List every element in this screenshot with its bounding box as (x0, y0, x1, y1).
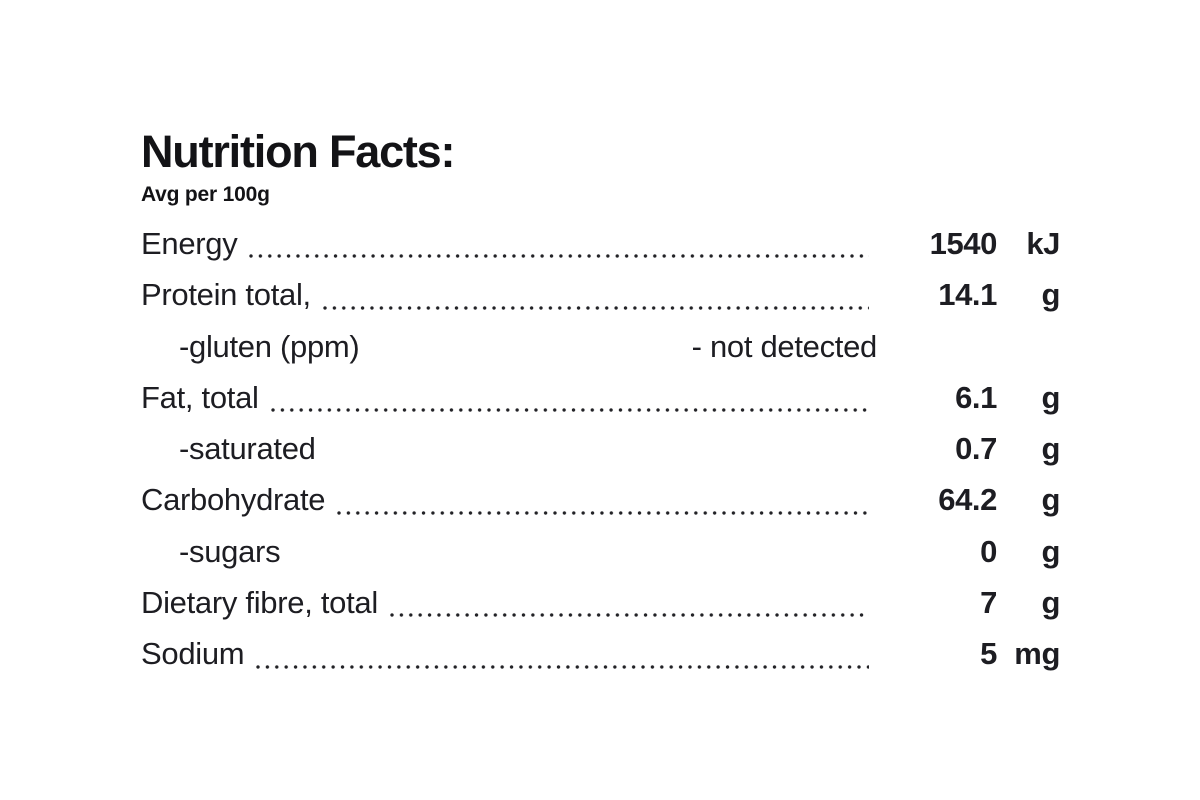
dot-leader (311, 269, 877, 320)
nutrient-label: Fat, total (141, 379, 259, 415)
nutrient-unit (997, 321, 1060, 372)
nutrient-value: 64.2 (938, 482, 997, 518)
nutrient-value: 6.1 (955, 379, 997, 415)
nutrient-value: 0 (980, 533, 997, 569)
nutrient-unit: g (1041, 585, 1060, 621)
nutrient-unit: g (1041, 431, 1060, 467)
table-row: Energy 1540 kJ (141, 218, 1060, 269)
serving-info: Avg per 100g (141, 183, 270, 206)
nutrient-unit: g (1041, 533, 1060, 569)
dot-leader (244, 628, 877, 679)
dot-leader (237, 218, 877, 269)
nutrient-value: 7 (980, 585, 997, 621)
nutrient-note: - not detected (691, 328, 878, 364)
nutrient-value: 5 (980, 636, 997, 672)
dot-leader (378, 577, 877, 628)
nutrient-value: 0.7 (955, 431, 997, 467)
nutrient-label: Dietary fibre, total (141, 585, 378, 621)
dot-leader (325, 474, 877, 525)
table-row: -sugars 0 g (141, 526, 1060, 577)
nutrient-unit: g (1041, 379, 1060, 415)
nutrition-table: Energy 1540 kJ Protein total, 14.1 g -gl… (141, 218, 1060, 680)
table-row: -saturated 0.7 g (141, 423, 1060, 474)
nutrient-label: -gluten (ppm) (179, 328, 360, 364)
table-row: Fat, total 6.1 g (141, 372, 1060, 423)
table-row: -gluten (ppm) - not detected (141, 321, 1060, 372)
nutrient-unit: g (1041, 277, 1060, 313)
nutrient-label: Protein total, (141, 277, 311, 313)
nutrient-value: 1540 (929, 226, 998, 261)
nutrient-label: Carbohydrate (141, 482, 326, 518)
nutrient-label: -sugars (179, 533, 281, 569)
table-row: Dietary fibre, total 7 g (141, 577, 1060, 628)
nutrient-label: Sodium (141, 636, 245, 672)
table-row: Protein total, 14.1 g (141, 269, 1060, 320)
nutrient-unit: g (1041, 482, 1060, 518)
nutrient-value: 14.1 (938, 277, 997, 313)
page-title: Nutrition Facts: (141, 126, 455, 177)
dot-leader (259, 372, 877, 423)
dot-leader (359, 321, 691, 372)
nutrient-value (877, 321, 997, 372)
dot-leader (280, 526, 877, 577)
table-row: Carbohydrate 64.2 g (141, 474, 1060, 525)
nutrient-unit: kJ (1026, 226, 1060, 261)
dot-leader (316, 423, 877, 474)
nutrient-label: -saturated (179, 431, 316, 467)
nutrient-label: Energy (141, 226, 238, 261)
table-row: Sodium 5 mg (141, 628, 1060, 679)
nutrient-unit: mg (1014, 636, 1060, 672)
